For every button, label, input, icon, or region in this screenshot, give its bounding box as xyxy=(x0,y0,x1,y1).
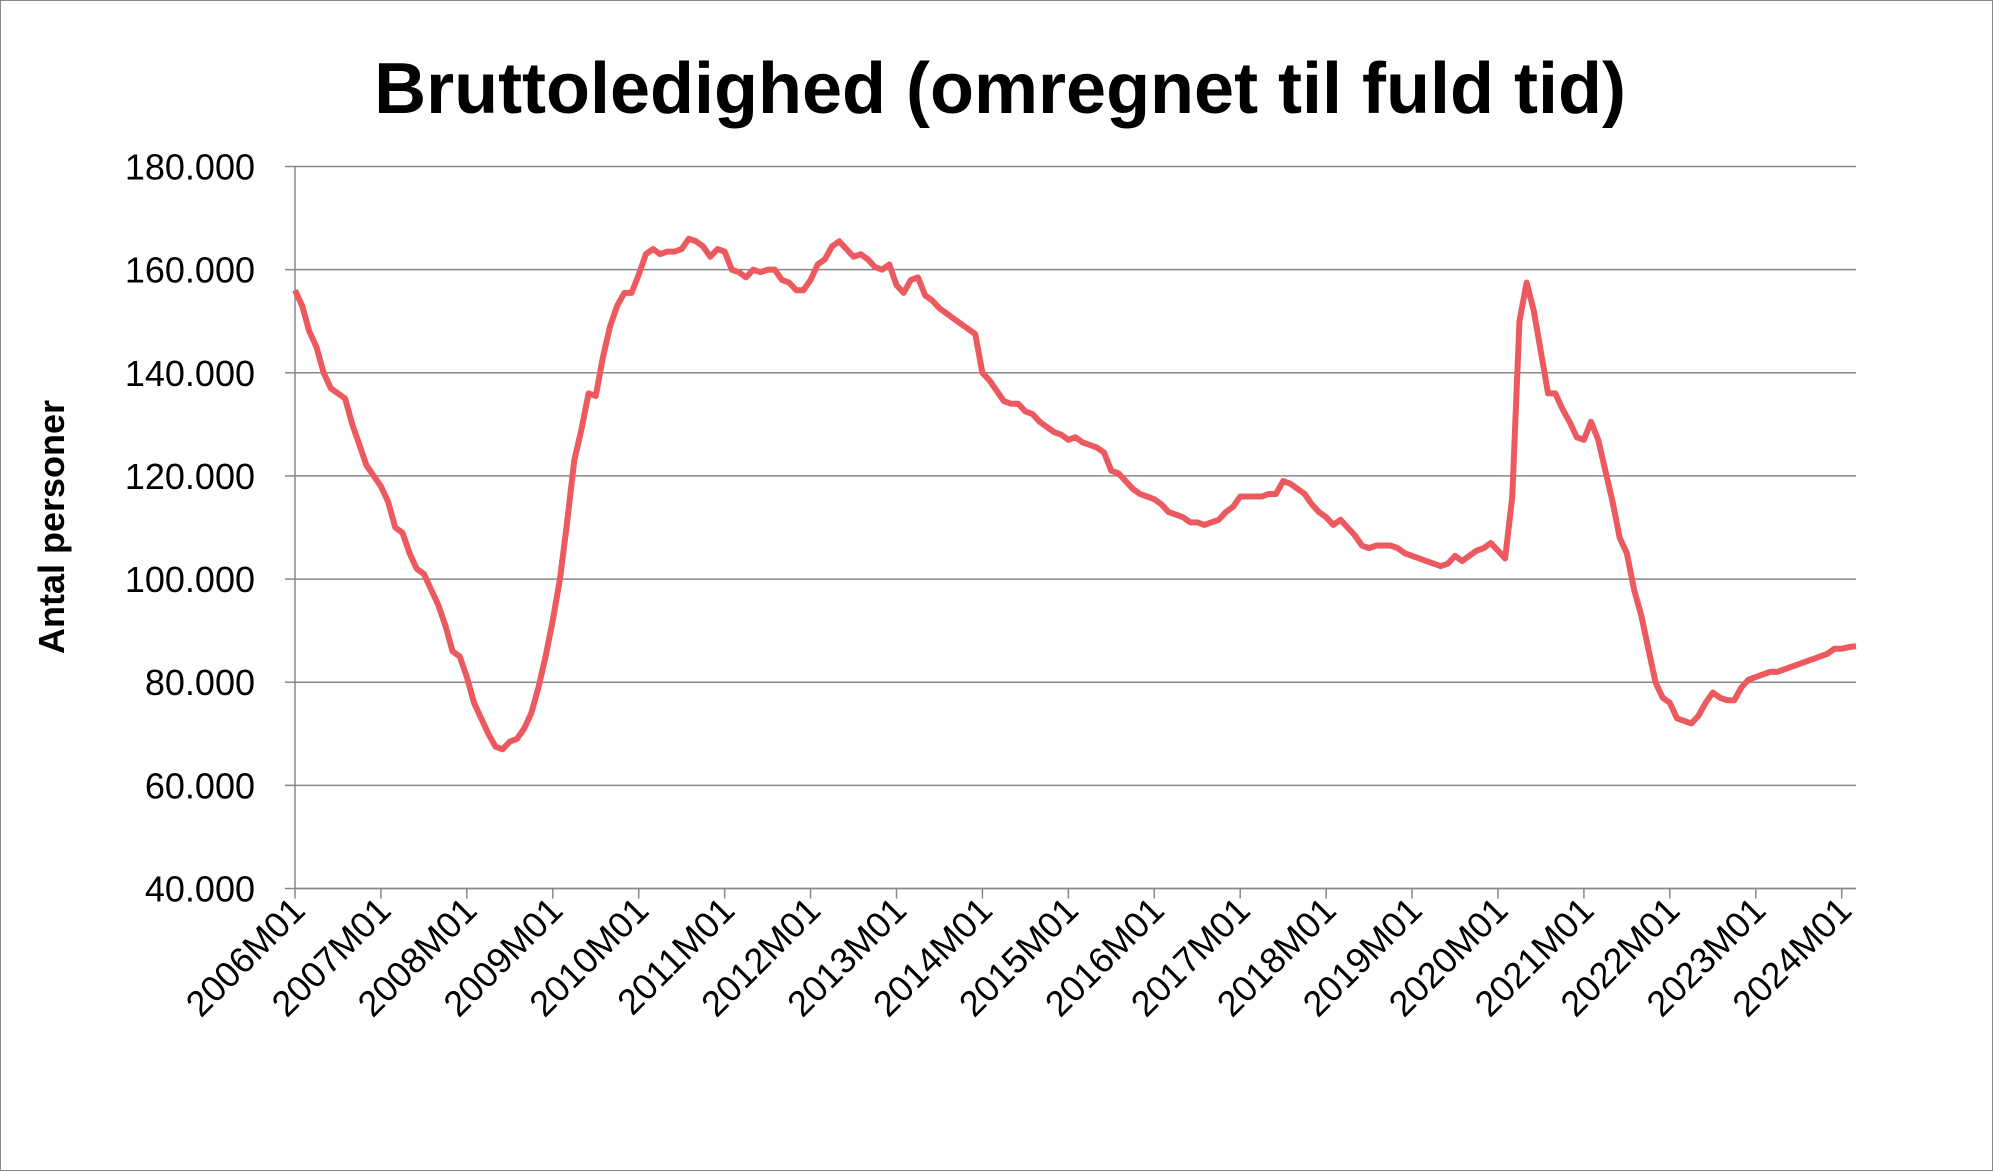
y-tick-label: 60.000 xyxy=(145,765,255,806)
chart-title: Bruttoledighed (omregnet til fuld tid) xyxy=(374,49,1626,129)
y-tick-label: 180.000 xyxy=(125,147,255,188)
y-tick-label: 140.000 xyxy=(125,353,255,394)
y-axis-label: Antal personer xyxy=(31,400,72,654)
y-tick-label: 40.000 xyxy=(145,869,255,910)
y-tick-label: 120.000 xyxy=(125,456,255,497)
y-tick-label: 160.000 xyxy=(125,250,255,291)
y-tick-label: 80.000 xyxy=(145,662,255,703)
data-line xyxy=(292,235,1857,753)
y-tick-label: 100.000 xyxy=(125,559,255,600)
